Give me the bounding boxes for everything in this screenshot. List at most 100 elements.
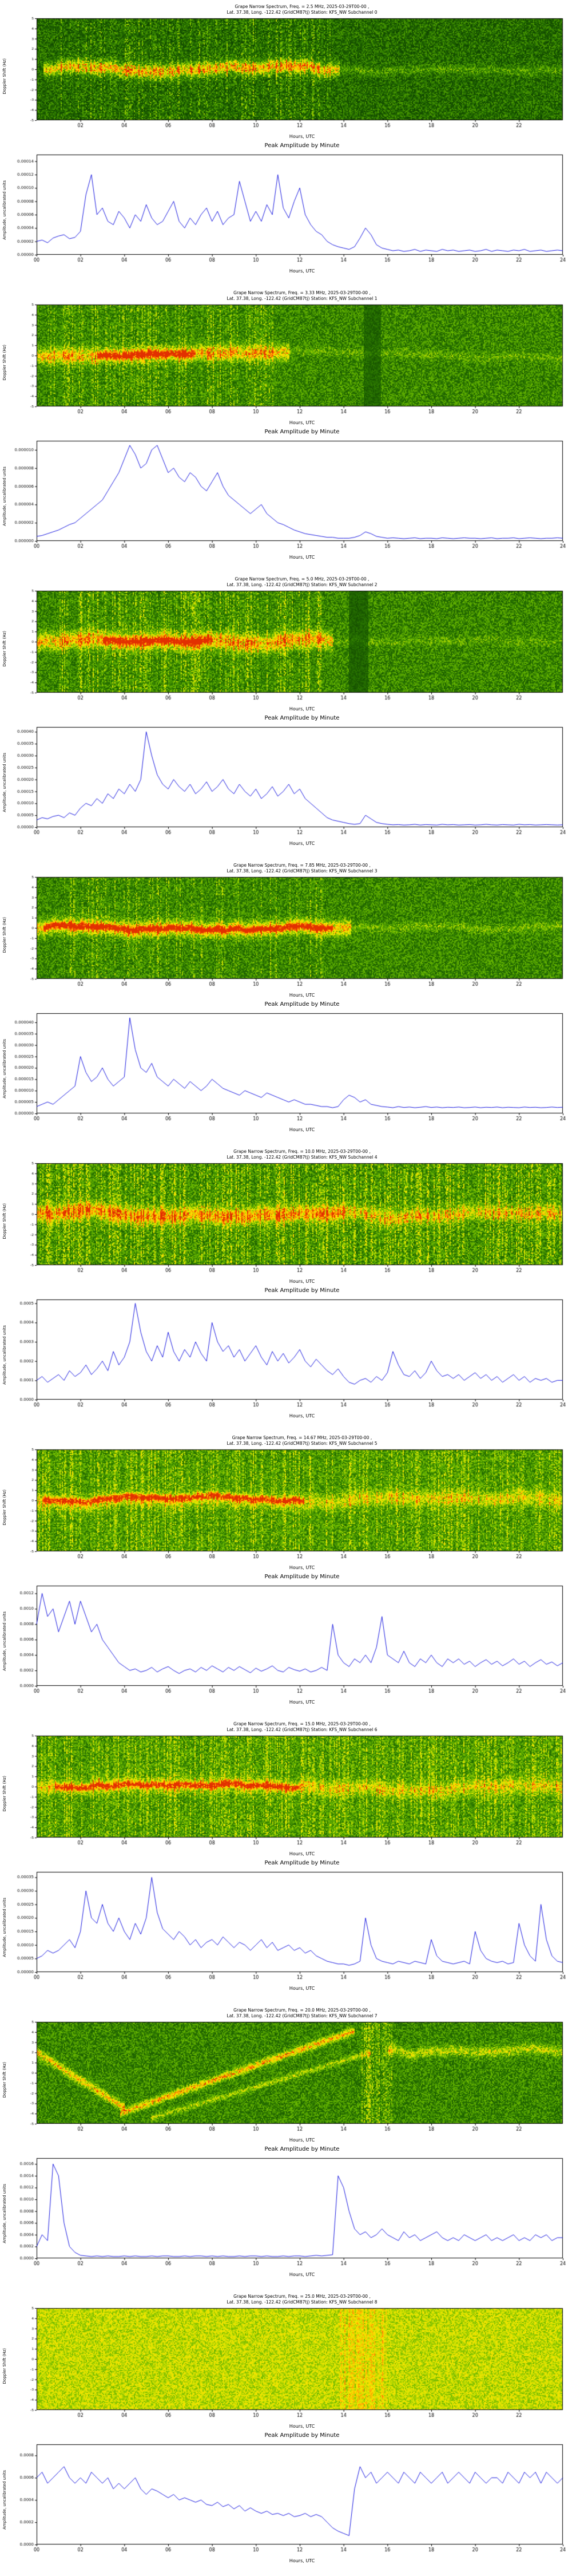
- spectrogram-plot-area: Doppler Shift (Hz): [2, 1161, 572, 1281]
- spectrogram-title-line2: Lat. 37.38, Long. -122.42 (GridCM87tj) S…: [227, 1727, 378, 1733]
- amplitude-canvas: [10, 1009, 567, 1129]
- spectrogram-plot-area: Doppler Shift (Hz): [2, 875, 572, 995]
- amplitude-x-axis-label: Hours, UTC: [289, 555, 315, 560]
- spectrogram-canvas: [10, 2020, 567, 2140]
- spectrogram-title-line2: Lat. 37.38, Long. -122.42 (GridCM87tj) S…: [227, 2013, 378, 2019]
- amplitude-y-axis-label: Amplitude, uncalibrated units: [2, 1039, 7, 1099]
- amplitude-y-axis-label: Amplitude, uncalibrated units: [2, 467, 7, 527]
- spectrogram-title-line2: Lat. 37.38, Long. -122.42 (GridCM87tj) S…: [227, 10, 378, 15]
- spectrogram-title-line1: Grape Narrow Spectrum, Freq. = 7.85 MHz,…: [233, 863, 371, 868]
- spectrogram-y-axis-label: Doppler Shift (Hz): [2, 58, 7, 94]
- spectrogram-plot-area: Doppler Shift (Hz): [2, 2020, 572, 2140]
- amplitude-x-axis-label: Hours, UTC: [289, 2272, 315, 2278]
- subchannel-section-8: Grape Narrow Spectrum, Freq. = 25.0 MHz,…: [0, 2290, 572, 2576]
- spectrogram-canvas: [10, 1161, 567, 1281]
- subchannel-section-3: Grape Narrow Spectrum, Freq. = 7.85 MHz,…: [0, 859, 572, 1145]
- amplitude-canvas: [10, 1581, 567, 1702]
- amplitude-title: Peak Amplitude by Minute: [264, 143, 340, 149]
- spectrogram-title-line2: Lat. 37.38, Long. -122.42 (GridCM87tj) S…: [227, 2300, 378, 2305]
- spectrogram-x-axis-label: Hours, UTC: [289, 2424, 315, 2429]
- spectrogram-plot-area: Doppler Shift (Hz): [2, 1734, 572, 1854]
- spectrogram-title: Grape Narrow Spectrum, Freq. = 2.5 MHz, …: [0, 4, 572, 15]
- amplitude-plot-area: Amplitude, uncalibrated units: [2, 1581, 572, 1702]
- spectrogram-title-line2: Lat. 37.38, Long. -122.42 (GridCM87tj) S…: [227, 868, 378, 874]
- spectrogram-title-line1: Grape Narrow Spectrum, Freq. = 14.67 MHz…: [232, 1435, 372, 1440]
- amplitude-plot-area: Amplitude, uncalibrated units: [2, 2154, 572, 2274]
- amplitude-plot-area: Amplitude, uncalibrated units: [2, 1295, 572, 1416]
- spectrogram-y-axis-label: Doppler Shift (Hz): [2, 1776, 7, 1812]
- amplitude-y-axis-label: Amplitude, uncalibrated units: [2, 1898, 7, 1958]
- spectrogram-plot-area: Doppler Shift (Hz): [2, 303, 572, 422]
- amplitude-title: Peak Amplitude by Minute: [264, 1574, 340, 1581]
- spectrogram-plot-area: Doppler Shift (Hz): [2, 2306, 572, 2426]
- amplitude-plot-area: Amplitude, uncalibrated units: [2, 722, 572, 843]
- spectrogram-y-axis-label: Doppler Shift (Hz): [2, 917, 7, 953]
- spectrogram-title: Grape Narrow Spectrum, Freq. = 20.0 MHz,…: [0, 2008, 572, 2019]
- spectrogram-title-line2: Lat. 37.38, Long. -122.42 (GridCM87tj) S…: [227, 582, 378, 588]
- spectrogram-title-line1: Grape Narrow Spectrum, Freq. = 2.5 MHz, …: [235, 4, 370, 9]
- amplitude-x-axis-label: Hours, UTC: [289, 2558, 315, 2564]
- subchannel-section-6: Grape Narrow Spectrum, Freq. = 15.0 MHz,…: [0, 1717, 572, 2004]
- amplitude-canvas: [10, 722, 567, 843]
- spectrogram-y-axis-label: Doppler Shift (Hz): [2, 2348, 7, 2384]
- spectrogram-title-line1: Grape Narrow Spectrum, Freq. = 5.0 MHz, …: [235, 576, 370, 582]
- spectrogram-x-axis-label: Hours, UTC: [289, 993, 315, 998]
- spectrogram-title: Grape Narrow Spectrum, Freq. = 7.85 MHz,…: [0, 863, 572, 874]
- amplitude-y-axis-label: Amplitude, uncalibrated units: [2, 180, 7, 240]
- spectrogram-y-axis-label: Doppler Shift (Hz): [2, 631, 7, 667]
- spectrogram-y-axis-label: Doppler Shift (Hz): [2, 1203, 7, 1239]
- amplitude-x-axis-label: Hours, UTC: [289, 268, 315, 274]
- amplitude-title: Peak Amplitude by Minute: [264, 429, 340, 436]
- spectrogram-title-line1: Grape Narrow Spectrum, Freq. = 20.0 MHz,…: [233, 2008, 371, 2013]
- spectrogram-canvas: [10, 1734, 567, 1854]
- spectrogram-x-axis-label: Hours, UTC: [289, 2138, 315, 2143]
- spectrogram-plot-area: Doppler Shift (Hz): [2, 17, 572, 136]
- amplitude-x-axis-label: Hours, UTC: [289, 1986, 315, 1992]
- spectrogram-y-axis-label: Doppler Shift (Hz): [2, 1490, 7, 1526]
- amplitude-title: Peak Amplitude by Minute: [264, 1001, 340, 1008]
- spectrogram-title-line1: Grape Narrow Spectrum, Freq. = 10.0 MHz,…: [233, 1149, 371, 1154]
- subchannel-section-0: Grape Narrow Spectrum, Freq. = 2.5 MHz, …: [0, 0, 572, 286]
- subchannel-section-5: Grape Narrow Spectrum, Freq. = 14.67 MHz…: [0, 1431, 572, 1717]
- spectrogram-x-axis-label: Hours, UTC: [289, 706, 315, 712]
- spectrogram-title-line1: Grape Narrow Spectrum, Freq. = 25.0 MHz,…: [233, 2294, 371, 2299]
- spectrogram-x-axis-label: Hours, UTC: [289, 420, 315, 426]
- spectrogram-canvas: [10, 875, 567, 995]
- subchannel-section-1: Grape Narrow Spectrum, Freq. = 3.33 MHz,…: [0, 286, 572, 572]
- spectrogram-canvas: [10, 1448, 567, 1567]
- amplitude-plot-area: Amplitude, uncalibrated units: [2, 2440, 572, 2561]
- amplitude-canvas: [10, 2440, 567, 2561]
- amplitude-canvas: [10, 2154, 567, 2274]
- amplitude-canvas: [10, 1867, 567, 1988]
- spectrogram-title-line2: Lat. 37.38, Long. -122.42 (GridCM87tj) S…: [227, 1155, 378, 1160]
- amplitude-canvas: [10, 150, 567, 271]
- spectrogram-canvas: [10, 303, 567, 422]
- amplitude-plot-area: Amplitude, uncalibrated units: [2, 1009, 572, 1129]
- amplitude-y-axis-label: Amplitude, uncalibrated units: [2, 2470, 7, 2530]
- spectrogram-y-axis-label: Doppler Shift (Hz): [2, 2062, 7, 2098]
- spectrogram-title-line1: Grape Narrow Spectrum, Freq. = 3.33 MHz,…: [233, 290, 371, 295]
- amplitude-y-axis-label: Amplitude, uncalibrated units: [2, 2184, 7, 2244]
- amplitude-canvas: [10, 436, 567, 557]
- amplitude-plot-area: Amplitude, uncalibrated units: [2, 150, 572, 271]
- spectrogram-canvas: [10, 17, 567, 136]
- spectrogram-title: Grape Narrow Spectrum, Freq. = 5.0 MHz, …: [0, 576, 572, 588]
- subchannel-section-7: Grape Narrow Spectrum, Freq. = 20.0 MHz,…: [0, 2004, 572, 2290]
- amplitude-y-axis-label: Amplitude, uncalibrated units: [2, 1325, 7, 1385]
- amplitude-x-axis-label: Hours, UTC: [289, 1700, 315, 1705]
- amplitude-y-axis-label: Amplitude, uncalibrated units: [2, 1611, 7, 1672]
- spectrogram-x-axis-label: Hours, UTC: [289, 1565, 315, 1571]
- amplitude-title: Peak Amplitude by Minute: [264, 2146, 340, 2153]
- spectrogram-x-axis-label: Hours, UTC: [289, 1279, 315, 1285]
- spectrogram-plot-area: Doppler Shift (Hz): [2, 589, 572, 709]
- amplitude-title: Peak Amplitude by Minute: [264, 715, 340, 722]
- amplitude-title: Peak Amplitude by Minute: [264, 1287, 340, 1294]
- spectrogram-title: Grape Narrow Spectrum, Freq. = 25.0 MHz,…: [0, 2294, 572, 2305]
- spectrogram-y-axis-label: Doppler Shift (Hz): [2, 345, 7, 381]
- amplitude-y-axis-label: Amplitude, uncalibrated units: [2, 753, 7, 813]
- spectrogram-title-line2: Lat. 37.38, Long. -122.42 (GridCM87tj) S…: [227, 296, 378, 302]
- spectrogram-x-axis-label: Hours, UTC: [289, 1851, 315, 1857]
- amplitude-x-axis-label: Hours, UTC: [289, 1127, 315, 1133]
